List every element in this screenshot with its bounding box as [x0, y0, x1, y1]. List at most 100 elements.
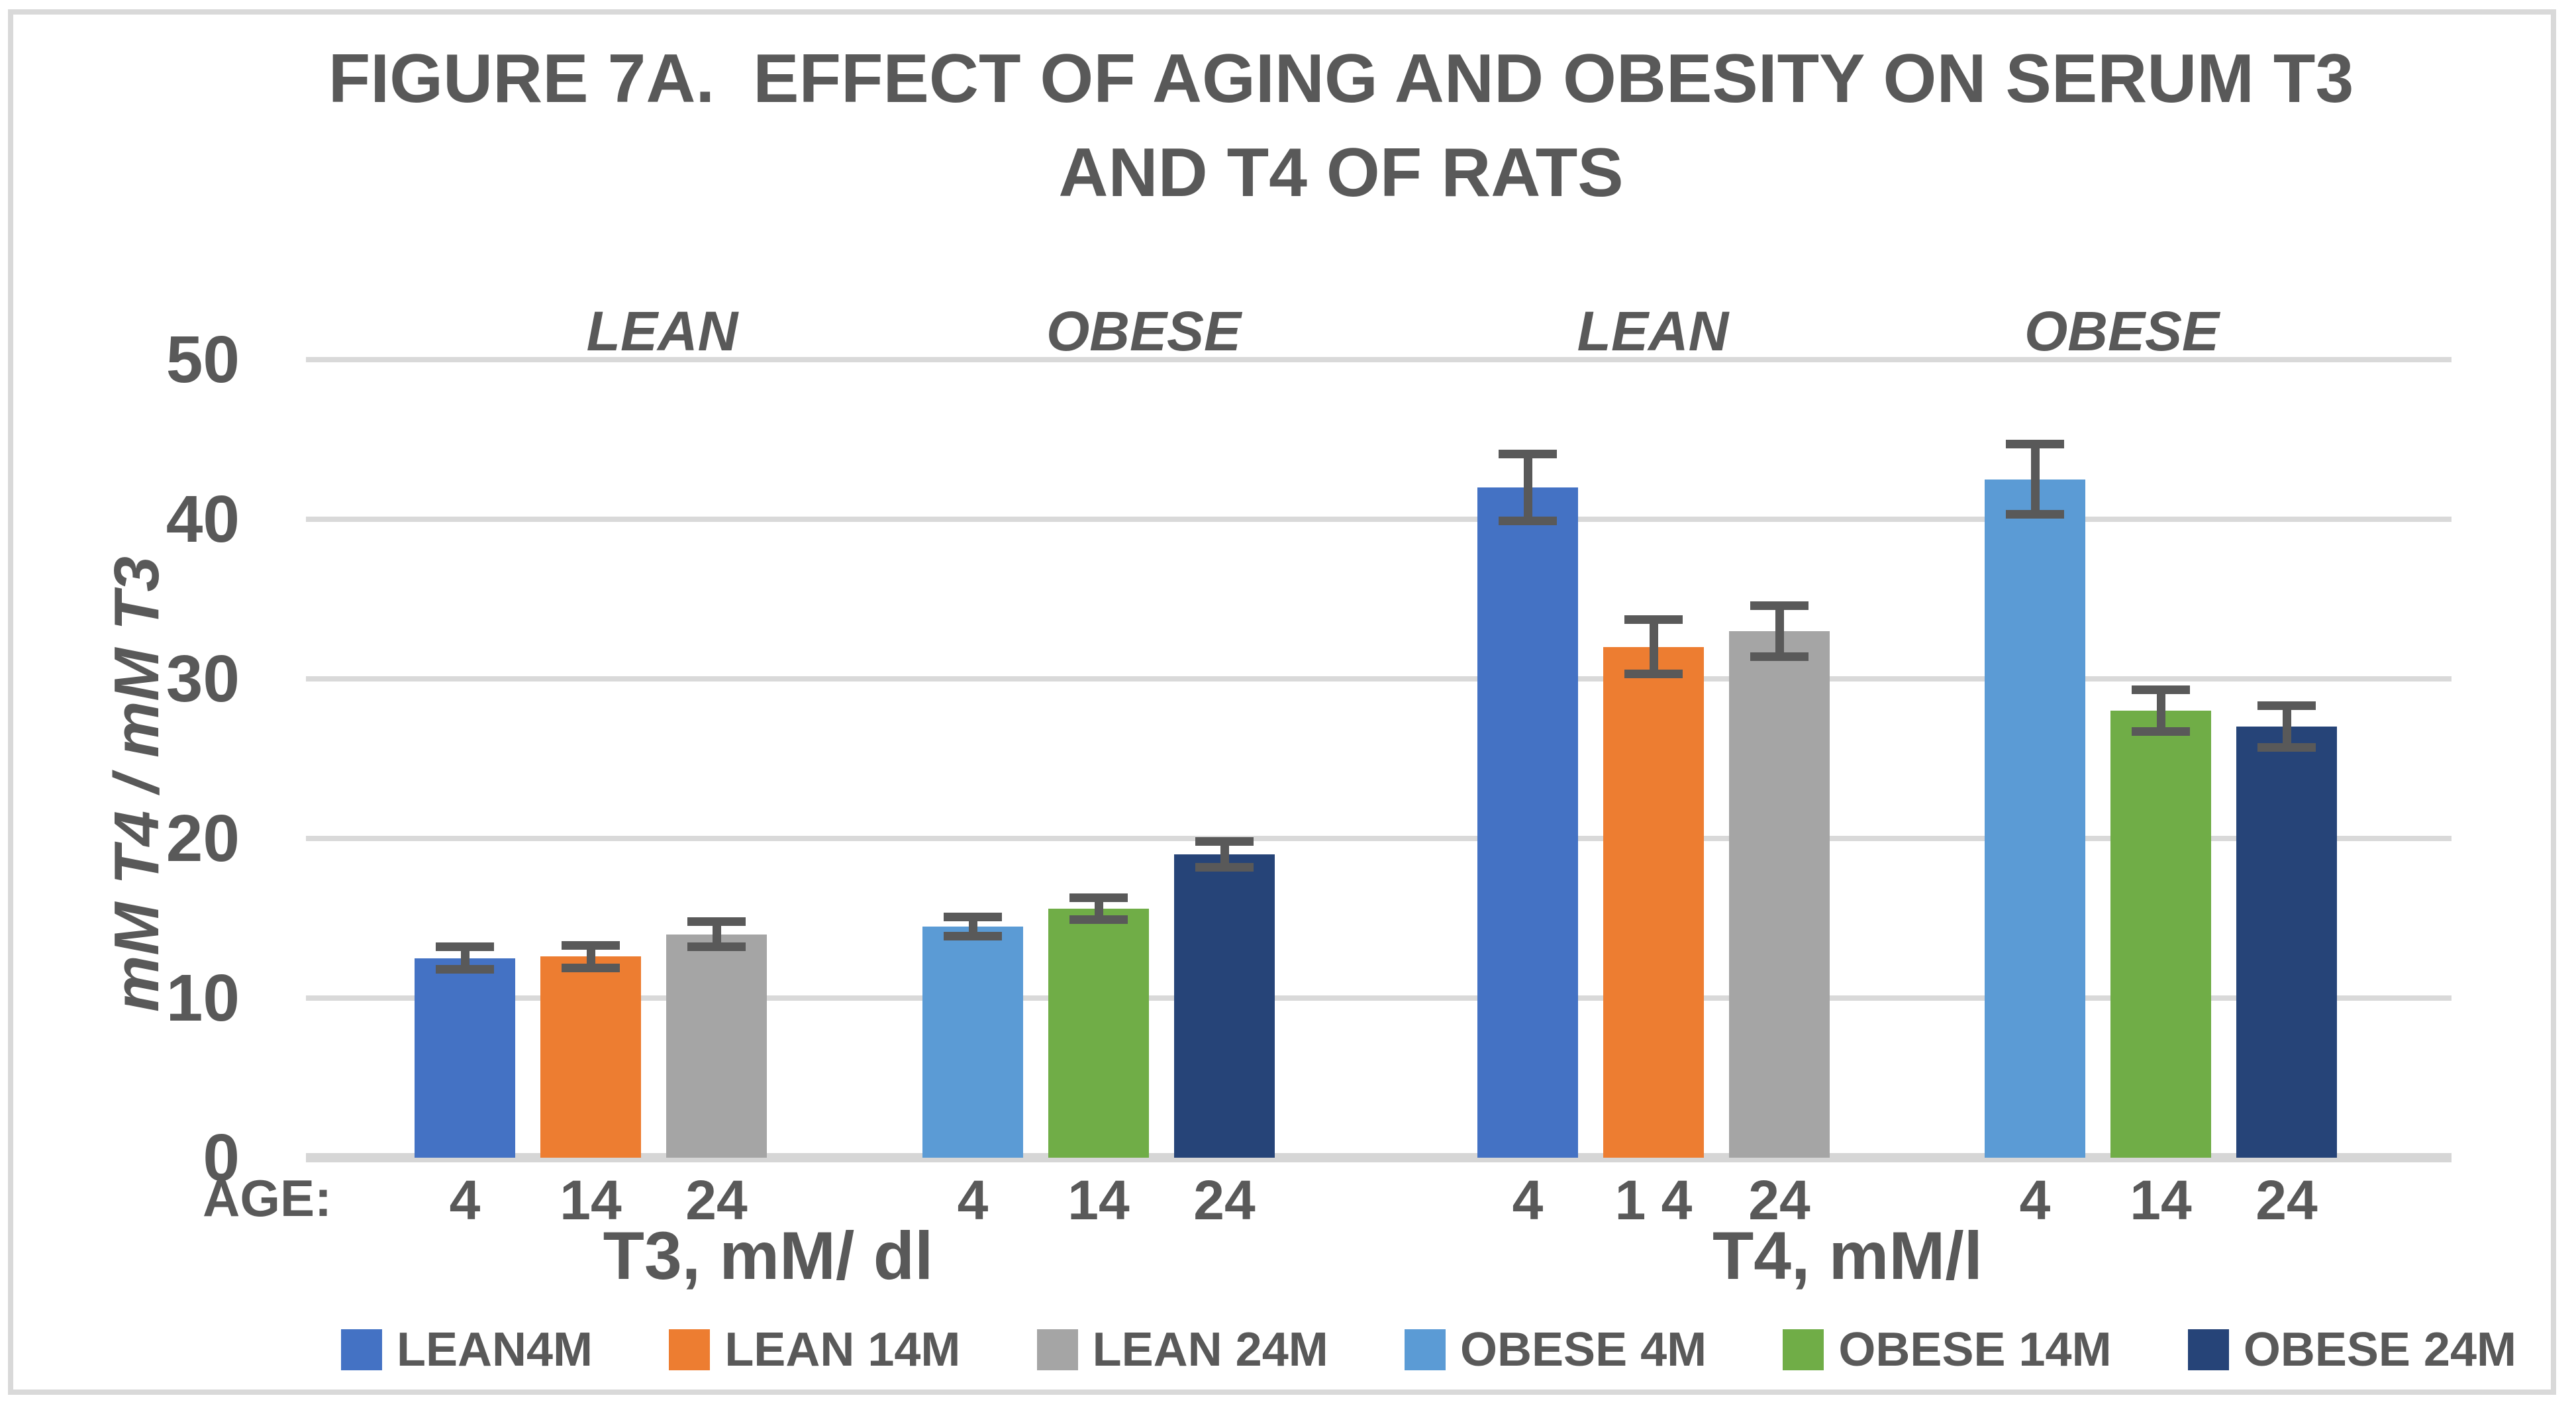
- x-tick-label-t3-lean-4: 4: [449, 1169, 481, 1231]
- legend-item: OBESE 14M: [1783, 1323, 2112, 1377]
- chart-title-line-1: FIGURE 7A. EFFECT OF AGING AND OBESITY O…: [328, 40, 2354, 117]
- error-bar-cap-bottom-t4-lean-4: [1499, 516, 1557, 525]
- x-tick-label-t3-obese-24: 24: [1193, 1169, 1256, 1231]
- legend-label: LEAN4M: [397, 1323, 593, 1376]
- error-bar-cap-bottom-t3-lean-24: [687, 942, 746, 952]
- legend-label: LEAN 14M: [724, 1323, 961, 1376]
- group-label-lean-2: LEAN: [1577, 300, 1729, 362]
- error-bar-cap-top-t4-obese-24: [2257, 701, 2316, 711]
- legend-swatch: [1783, 1329, 1824, 1370]
- error-bar-t3-lean-24: [712, 921, 721, 947]
- error-bar-t3-obese-4: [968, 917, 977, 936]
- y-tick-label-30: 30: [166, 642, 240, 716]
- x-axis-label-t4: T4, mM/l: [1712, 1218, 1983, 1293]
- error-bar-cap-top-t4-obese-4: [2006, 440, 2064, 449]
- x-tick-label-t4-obese-24: 24: [2255, 1169, 2318, 1231]
- error-bar-t4-obese-24: [2282, 705, 2291, 748]
- x-tick-label-t4-obese-14: 14: [2130, 1169, 2192, 1231]
- y-tick-label-20: 20: [166, 801, 240, 876]
- x-tick-label-t4-lean-24: 24: [1748, 1169, 1810, 1231]
- error-bar-cap-top-t4-lean-24: [1750, 601, 1808, 610]
- bar-t3-lean-14: [540, 956, 641, 1158]
- legend-item: LEAN4M: [341, 1323, 593, 1377]
- error-bar-cap-bottom-t3-lean-4: [436, 965, 494, 974]
- legend-label: OBESE 14M: [1838, 1323, 2112, 1376]
- gridline-20: [306, 836, 2452, 841]
- legend-item: LEAN 24M: [1036, 1323, 1328, 1377]
- bar-t3-obese-24: [1174, 854, 1275, 1158]
- legend: LEAN4M LEAN 14M LEAN 24M OBESE 4M OBESE …: [341, 1317, 2516, 1383]
- bar-t4-obese-24: [2236, 727, 2337, 1158]
- error-bar-t3-obese-24: [1220, 841, 1229, 868]
- error-bar-cap-bottom-t3-obese-4: [944, 931, 1002, 940]
- chart-title: FIGURE 7A. EFFECT OF AGING AND OBESITY O…: [265, 32, 2417, 220]
- error-bar-cap-bottom-t4-lean-14: [1624, 670, 1683, 679]
- legend-swatch: [1036, 1329, 1078, 1370]
- error-bar-cap-bottom-t3-lean-14: [562, 963, 620, 972]
- bar-t4-obese-4: [1985, 479, 2085, 1158]
- gridline-10: [306, 995, 2452, 1001]
- legend-swatch: [1405, 1329, 1446, 1370]
- x-tick-label-t3-lean-24: 24: [685, 1169, 748, 1231]
- error-bar-cap-bottom-t3-obese-24: [1195, 862, 1254, 872]
- bar-t3-lean-4: [415, 958, 515, 1158]
- legend-label: OBESE 24M: [2243, 1323, 2516, 1376]
- error-bar-t3-obese-14: [1094, 897, 1103, 920]
- error-bar-cap-bottom-t4-obese-24: [2257, 743, 2316, 752]
- bar-t3-obese-14: [1048, 909, 1149, 1158]
- legend-item: OBESE 24M: [2187, 1323, 2516, 1377]
- gridline-40: [306, 517, 2452, 522]
- group-label-obese-2: OBESE: [2024, 300, 2220, 362]
- error-bar-t4-obese-4: [2030, 444, 2040, 515]
- error-bar-cap-top-t3-lean-14: [562, 940, 620, 950]
- legend-label: OBESE 4M: [1460, 1323, 1707, 1376]
- error-bar-t4-obese-14: [2156, 689, 2165, 732]
- error-bar-cap-top-t4-lean-4: [1499, 449, 1557, 458]
- legend-label: LEAN 24M: [1092, 1323, 1328, 1376]
- bar-t4-lean-14: [1603, 646, 1704, 1158]
- error-bar-t3-lean-4: [460, 946, 470, 970]
- bar-t4-lean-24: [1729, 631, 1830, 1158]
- error-bar-cap-top-t3-obese-24: [1195, 837, 1254, 846]
- bar-t4-lean-4: [1477, 487, 1578, 1158]
- age-axis-prefix: AGE:: [203, 1169, 332, 1227]
- x-axis-line: [306, 1153, 2452, 1162]
- error-bar-cap-bottom-t3-obese-14: [1069, 915, 1128, 925]
- legend-item: OBESE 4M: [1405, 1323, 1707, 1377]
- error-bar-t4-lean-4: [1523, 454, 1532, 521]
- bar-t4-obese-14: [2110, 711, 2211, 1158]
- y-tick-label-50: 50: [166, 323, 240, 397]
- error-bar-cap-top-t3-obese-4: [944, 912, 1002, 921]
- error-bar-t4-lean-24: [1775, 605, 1784, 657]
- gridline-30: [306, 676, 2452, 682]
- legend-swatch: [669, 1329, 711, 1370]
- x-tick-label-t4-obese-4: 4: [2019, 1169, 2051, 1231]
- y-tick-label-40: 40: [166, 482, 240, 556]
- error-bar-t4-lean-14: [1649, 619, 1658, 674]
- x-tick-label-t4-lean-14: 1 4: [1614, 1169, 1693, 1231]
- y-tick-label-10: 10: [166, 961, 240, 1035]
- error-bar-cap-top-t3-obese-14: [1069, 893, 1128, 902]
- chart-frame: [8, 9, 2556, 1395]
- y-tick-label-0: 0: [203, 1121, 240, 1195]
- x-tick-label-t3-obese-4: 4: [957, 1169, 989, 1231]
- group-label-lean-1: LEAN: [586, 300, 738, 362]
- legend-swatch: [2187, 1329, 2229, 1370]
- error-bar-cap-top-t3-lean-24: [687, 917, 746, 926]
- x-tick-label-t3-lean-14: 14: [560, 1169, 622, 1231]
- chart-title-line-2: AND T4 OF RATS: [1058, 134, 1624, 211]
- error-bar-t3-lean-14: [586, 945, 595, 968]
- error-bar-cap-top-t4-lean-14: [1624, 615, 1683, 625]
- error-bar-cap-top-t4-obese-14: [2132, 685, 2190, 695]
- group-label-obese-1: OBESE: [1046, 300, 1242, 362]
- bar-t3-obese-4: [922, 926, 1023, 1158]
- error-bar-cap-bottom-t4-obese-14: [2132, 727, 2190, 736]
- legend-swatch: [341, 1329, 382, 1370]
- error-bar-cap-top-t3-lean-4: [436, 942, 494, 952]
- bar-t3-lean-24: [666, 934, 767, 1158]
- y-axis-title: mM T4 / mM T3: [101, 556, 172, 1013]
- x-axis-label-t3: T3, mM/ dl: [603, 1218, 934, 1293]
- x-tick-label-t4-lean-4: 4: [1512, 1169, 1544, 1231]
- error-bar-cap-bottom-t4-obese-4: [2006, 510, 2064, 519]
